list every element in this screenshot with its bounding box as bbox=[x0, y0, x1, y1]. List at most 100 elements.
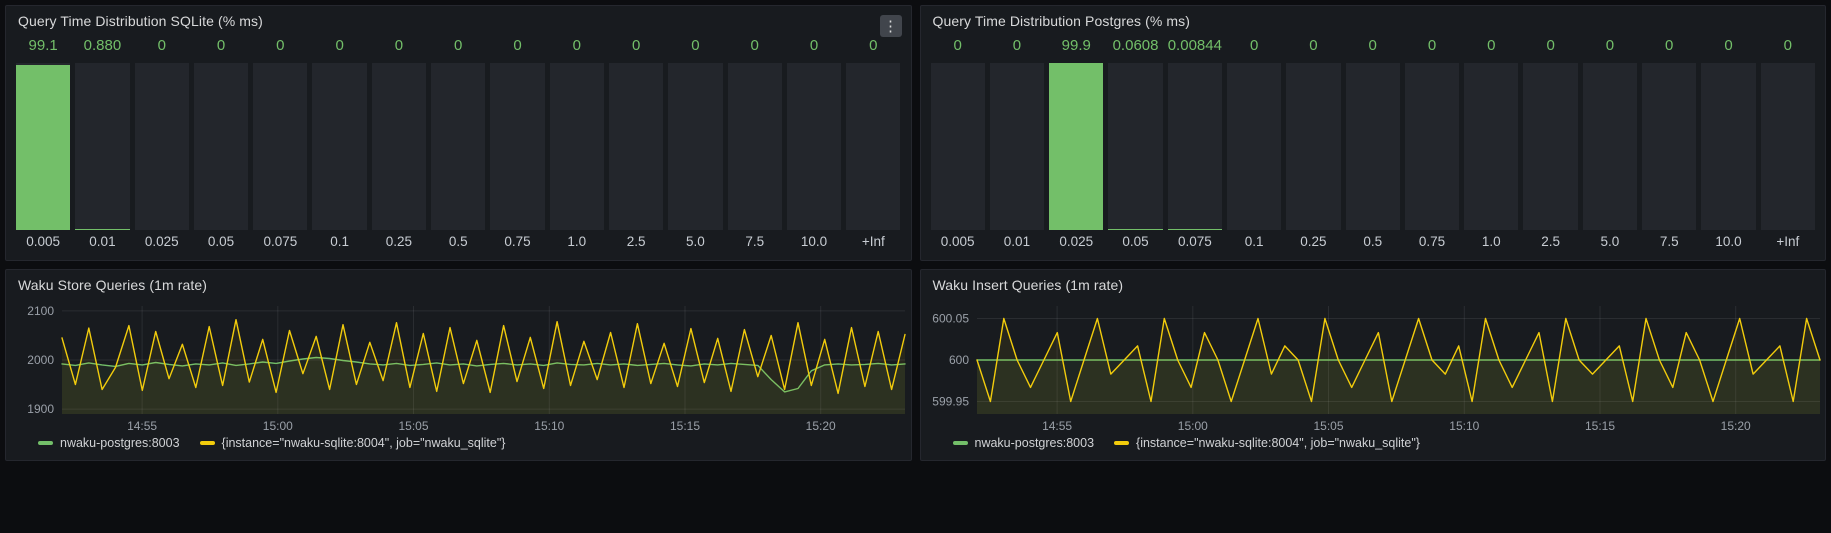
bar-track bbox=[549, 63, 604, 230]
bar-category-label: 7.5 bbox=[745, 234, 765, 249]
histogram-bar-column: 0 0.25 bbox=[371, 34, 427, 252]
bar-value-label: 0 bbox=[276, 37, 285, 54]
bar-value-label: 0 bbox=[1724, 37, 1733, 54]
histogram-bar-column: 99.9 0.025 bbox=[1049, 34, 1104, 252]
legend-item-sqlite[interactable]: {instance="nwaku-sqlite:8004", job="nwak… bbox=[199, 436, 506, 450]
bar-value-label: 0 bbox=[1487, 37, 1496, 54]
bar-value-label: 0 bbox=[572, 37, 581, 54]
histogram-bar-column: 0 0.005 bbox=[930, 34, 985, 252]
y-axis-tick-label: 1900 bbox=[27, 402, 54, 416]
bar-category-label: 10.0 bbox=[800, 234, 828, 249]
panel-menu-icon[interactable]: ⋮ bbox=[879, 15, 902, 37]
histogram-bar-column: 0 0.1 bbox=[1226, 34, 1282, 252]
histogram-bar-column: 0 +Inf bbox=[1760, 34, 1815, 252]
bar-track bbox=[16, 63, 71, 230]
histogram-bar-column: 0 0.05 bbox=[193, 34, 249, 252]
bar-value-label: 0 bbox=[1309, 37, 1318, 54]
series-line-yellow bbox=[61, 319, 906, 395]
bar-track bbox=[1049, 63, 1104, 230]
bar-category-label: +Inf bbox=[1776, 234, 1800, 249]
bar-track bbox=[989, 63, 1045, 230]
legend: nwaku-postgres:8003 {instance="nwaku-sql… bbox=[6, 434, 911, 460]
bar-category-label: 10.0 bbox=[1715, 234, 1742, 249]
bar-category-label: 0.075 bbox=[1177, 234, 1212, 249]
bar-category-label: 5.0 bbox=[686, 234, 705, 249]
bar-value-label: 0.880 bbox=[83, 37, 122, 54]
bar-category-label: 0.025 bbox=[144, 234, 179, 249]
bar-value-label: 0 bbox=[1665, 37, 1674, 54]
series-color-marker bbox=[38, 441, 53, 445]
bar-category-label: 0.05 bbox=[1122, 234, 1149, 249]
panel-header[interactable]: Query Time Distribution Postgres (% ms) bbox=[921, 6, 1826, 32]
panel-header[interactable]: Query Time Distribution SQLite (% ms) bbox=[6, 6, 911, 32]
y-axis-tick-label: 600 bbox=[948, 353, 968, 367]
histogram-bar-column: 0.880 0.01 bbox=[75, 34, 130, 252]
panel-title: Waku Store Queries (1m rate) bbox=[18, 277, 208, 293]
series-color-marker bbox=[952, 441, 968, 445]
histogram-bar-column: 0 2.5 bbox=[608, 34, 664, 252]
bar-category-label: 0.01 bbox=[1003, 234, 1031, 249]
bar-track bbox=[253, 63, 308, 230]
histogram-bar-column: 0 0.5 bbox=[1345, 34, 1400, 252]
bar-category-label: 0.005 bbox=[940, 234, 975, 249]
bar-track bbox=[1167, 63, 1222, 230]
bar-value-label: 0 bbox=[631, 37, 641, 54]
bar-category-label: 5.0 bbox=[1600, 234, 1620, 249]
histogram-bar-column: 0 7.5 bbox=[727, 34, 782, 252]
bar-track bbox=[668, 63, 723, 230]
histogram-bar-column: 0 1.0 bbox=[549, 34, 604, 252]
bar-value-label: 0 bbox=[394, 37, 404, 54]
bar-category-label: 0.25 bbox=[385, 234, 413, 249]
bar-value-label: 0 bbox=[335, 37, 344, 54]
bar-fill bbox=[75, 228, 130, 230]
bar-fill bbox=[1049, 63, 1104, 230]
time-series-plot: 599.95 600 600.05 14:55 15:00 15:05 15:10 15:15… bbox=[932, 306, 1821, 433]
panel-header[interactable]: Waku Insert Queries (1m rate) bbox=[921, 270, 1826, 296]
panel-title: Query Time Distribution Postgres (% ms) bbox=[932, 13, 1191, 29]
bar-category-label: 0.05 bbox=[207, 234, 235, 249]
legend-label: nwaku-postgres:8003 bbox=[974, 436, 1095, 450]
insert-queries-chart: 599.95 600 600.05 14:55 15:00 15:05 15:10 15:15… bbox=[921, 296, 1826, 434]
bar-value-label: 0 bbox=[1605, 37, 1615, 54]
histogram-bar-column: 0.0608 0.05 bbox=[1108, 34, 1163, 252]
bar-track bbox=[490, 63, 545, 230]
histogram-bar-column: 0 0.5 bbox=[431, 34, 486, 252]
bar-value-label: 0 bbox=[869, 37, 878, 54]
bar-value-label: 0 bbox=[513, 37, 522, 54]
bar-category-label: 1.0 bbox=[567, 234, 587, 249]
histogram-bar-column: 0 10.0 bbox=[1701, 34, 1756, 252]
bar-category-label: 2.5 bbox=[1541, 234, 1560, 249]
legend-item-sqlite[interactable]: {instance="nwaku-sqlite:8004", job="nwak… bbox=[1114, 436, 1420, 450]
bar-value-label: 0.00844 bbox=[1167, 37, 1222, 54]
y-axis-tick-label: 600.05 bbox=[932, 312, 969, 326]
bar-fill bbox=[1167, 228, 1222, 230]
panel-sqlite-histogram: Query Time Distribution SQLite (% ms) ⋮ … bbox=[5, 5, 912, 261]
bar-value-label: 0 bbox=[1012, 37, 1022, 54]
bar-track bbox=[1701, 63, 1756, 230]
legend-label: {instance="nwaku-sqlite:8004", job="nwak… bbox=[221, 436, 506, 450]
bar-track bbox=[1464, 63, 1519, 230]
histogram-bar-column: 0 +Inf bbox=[846, 34, 901, 252]
x-axis-tick-label: 15:15 bbox=[1584, 419, 1614, 433]
bar-fill bbox=[1108, 228, 1163, 230]
bar-value-label: 0 bbox=[1368, 37, 1377, 54]
bar-track bbox=[312, 63, 367, 230]
bar-value-label: 0 bbox=[691, 37, 700, 54]
panel-title: Waku Insert Queries (1m rate) bbox=[932, 277, 1124, 293]
bar-category-label: 7.5 bbox=[1659, 234, 1679, 249]
bar-track bbox=[1582, 63, 1638, 230]
bar-value-label: 0 bbox=[1249, 37, 1259, 54]
histogram-bar-column: 0 0.75 bbox=[490, 34, 545, 252]
legend-item-postgres[interactable]: nwaku-postgres:8003 bbox=[952, 436, 1095, 450]
legend-item-postgres[interactable]: nwaku-postgres:8003 bbox=[38, 436, 180, 450]
bar-track bbox=[431, 63, 486, 230]
x-axis-tick-label: 15:10 bbox=[1449, 419, 1479, 433]
series-line-yellow bbox=[975, 317, 1821, 403]
series-area-green bbox=[976, 360, 1820, 414]
bar-value-label: 0.0608 bbox=[1112, 37, 1159, 54]
panel-header[interactable]: Waku Store Queries (1m rate) bbox=[6, 270, 911, 296]
bar-category-label: 2.5 bbox=[626, 234, 646, 249]
bar-value-label: 99.1 bbox=[28, 37, 58, 54]
bar-track bbox=[786, 63, 842, 230]
histogram-bar-column: 0 0.25 bbox=[1286, 34, 1341, 252]
